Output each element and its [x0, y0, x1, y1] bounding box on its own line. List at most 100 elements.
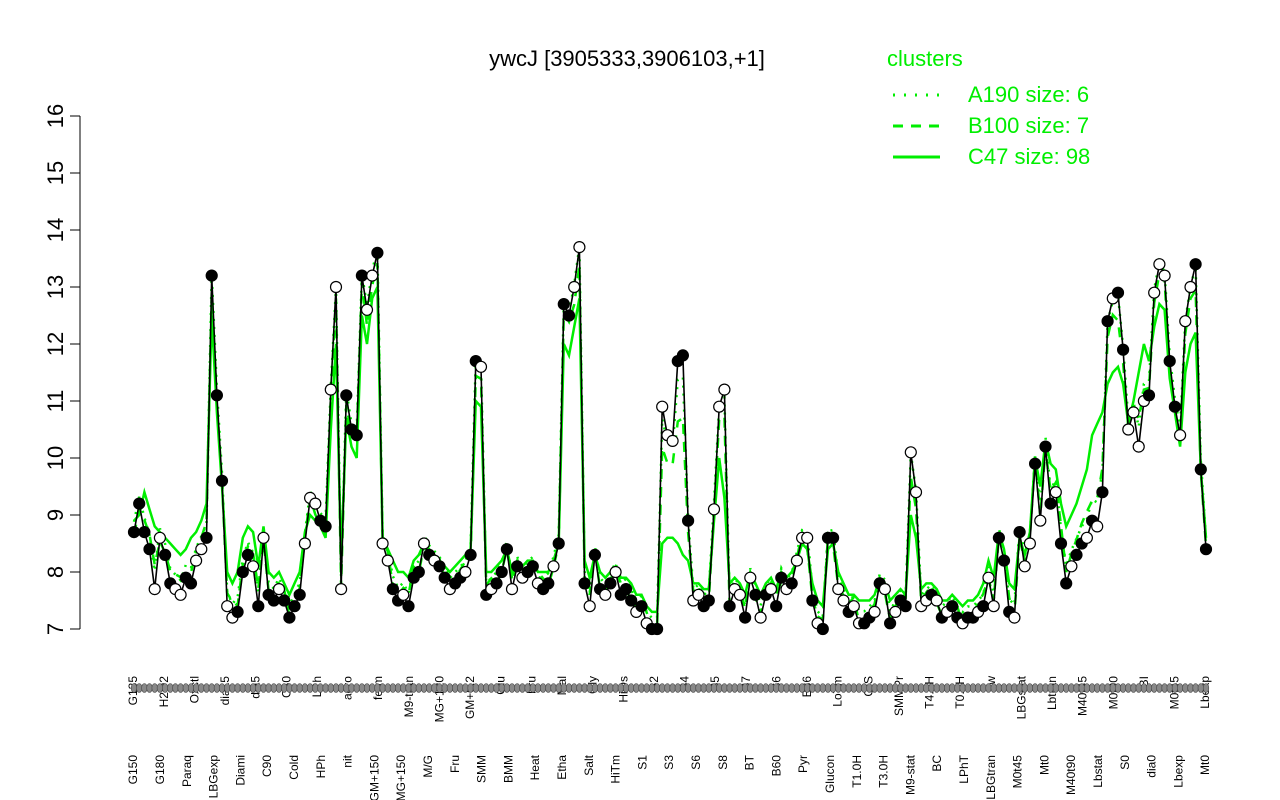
rug-marker — [1057, 683, 1065, 693]
rug-marker — [1016, 683, 1023, 693]
rug-marker — [539, 683, 547, 693]
data-point — [1173, 429, 1187, 442]
rug-marker — [457, 683, 464, 693]
rug-marker — [452, 683, 459, 693]
data-point — [868, 605, 881, 619]
rug-marker — [1151, 683, 1158, 693]
rug-marker — [933, 683, 940, 693]
x-tick-label: G180 — [153, 755, 167, 785]
data-point — [847, 600, 860, 613]
data-point — [293, 588, 306, 601]
x-tick-label: GM+150 — [367, 755, 381, 800]
data-point — [904, 446, 917, 459]
data-point — [1039, 440, 1052, 453]
data-point — [298, 537, 311, 550]
rug-marker — [964, 683, 971, 693]
data-point — [681, 514, 695, 527]
data-point — [801, 531, 814, 544]
rug-marker — [348, 683, 355, 693]
data-point — [692, 588, 705, 601]
rug-marker — [234, 683, 241, 693]
data-point — [511, 560, 524, 573]
rug-marker — [829, 683, 837, 693]
y-tick-label: 12 — [43, 332, 68, 356]
rug-marker — [260, 683, 267, 693]
data-point — [702, 594, 715, 607]
x-tick-label: Fru — [448, 755, 462, 773]
rug-marker — [1119, 683, 1127, 693]
data-point — [1158, 269, 1171, 282]
rug-marker — [322, 683, 329, 693]
rug-marker — [1011, 683, 1018, 693]
data-point — [1044, 497, 1057, 510]
data-point — [433, 560, 446, 573]
data-point — [744, 571, 757, 584]
data-point — [749, 588, 762, 601]
rug-marker — [514, 683, 521, 693]
data-point — [241, 548, 254, 562]
data-point — [816, 622, 829, 636]
data-point — [283, 611, 296, 624]
data-point — [1189, 258, 1202, 271]
rug-marker — [415, 683, 422, 693]
data-point — [417, 537, 431, 550]
rug-marker — [213, 683, 220, 693]
data-point — [770, 600, 783, 613]
x-tick-label: Lbexp — [1171, 755, 1185, 788]
data-point — [609, 565, 622, 579]
data-point — [505, 582, 519, 596]
rug-marker — [446, 683, 454, 693]
rug-marker — [617, 683, 624, 693]
rug-marker — [332, 683, 340, 693]
y-tick-label: 16 — [43, 104, 68, 128]
rug-marker — [1166, 683, 1173, 693]
rug-marker — [840, 683, 847, 693]
rug-marker — [674, 683, 681, 693]
data-point — [733, 588, 747, 601]
rug-marker — [596, 683, 604, 693]
rug-marker — [1073, 683, 1080, 693]
x-tick-label: M9-stat — [903, 754, 917, 795]
x-tick-label: S6 — [689, 755, 703, 770]
data-point — [1060, 577, 1073, 590]
rug-marker — [250, 683, 257, 693]
rug-marker — [716, 683, 723, 693]
rug-marker — [1125, 683, 1132, 693]
y-tick-label: 15 — [43, 161, 68, 185]
data-point — [1054, 537, 1068, 550]
data-point — [355, 269, 368, 282]
rug-marker — [1114, 683, 1122, 693]
x-rug-markers — [130, 683, 1210, 693]
x-tick-label: Heat — [528, 754, 542, 780]
data-point — [200, 531, 213, 544]
rug-marker — [275, 683, 283, 693]
rug-marker — [918, 683, 925, 693]
data-point — [278, 594, 291, 607]
data-point — [252, 600, 265, 613]
rug-marker — [959, 683, 966, 693]
rug-marker — [130, 683, 138, 693]
rug-marker — [182, 683, 189, 693]
rug-marker — [1192, 683, 1199, 693]
rug-marker — [804, 683, 811, 693]
rug-marker — [1006, 683, 1013, 693]
rug-marker — [778, 683, 785, 693]
legend-label-c47: C47 size: 98 — [968, 144, 1090, 169]
x-tick-label: M/G — [421, 755, 435, 778]
data-point — [184, 577, 198, 590]
data-point — [650, 622, 664, 636]
data-point — [1096, 486, 1109, 499]
rug-marker — [767, 683, 775, 693]
data-point — [335, 582, 348, 596]
data-point — [231, 605, 244, 619]
rug-marker — [545, 683, 552, 693]
data-point — [625, 594, 638, 607]
rug-marker — [374, 683, 381, 693]
rug-marker — [861, 683, 868, 693]
data-point — [247, 560, 260, 573]
data-point — [195, 543, 208, 556]
x-tick-label: M40t45 — [1076, 676, 1090, 716]
data-point — [205, 269, 218, 282]
x-tick-label: M0t45 — [1011, 755, 1025, 789]
x-tick-label: T0.0H — [953, 676, 967, 709]
